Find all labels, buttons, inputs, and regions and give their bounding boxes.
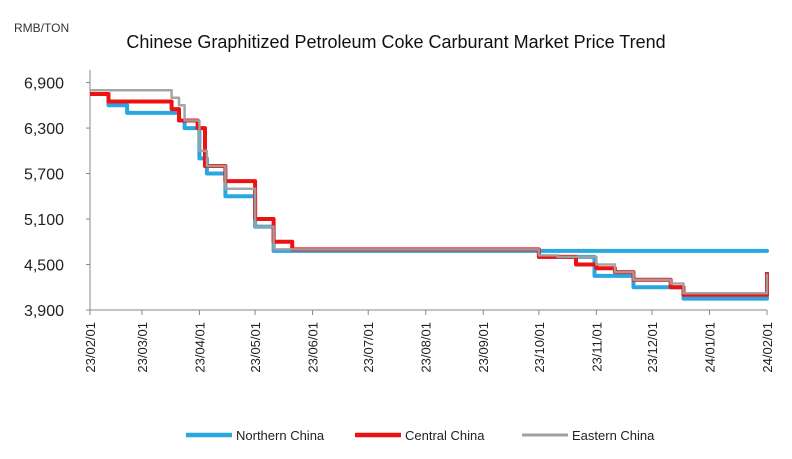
y-axis-unit-label: RMB/TON bbox=[14, 21, 70, 35]
x-tick-label: 23/12/01 bbox=[645, 322, 660, 373]
legend-label-eastern-china: Eastern China bbox=[572, 428, 655, 443]
series-line-central-china bbox=[90, 92, 769, 297]
y-tick-label: 6,900 bbox=[24, 76, 64, 93]
axes: 6,900 6,300 5,700 5,100 4,500 3,900 23/02/01 23… bbox=[24, 70, 775, 373]
y-tick-label: 4,500 bbox=[24, 258, 64, 275]
x-tick-label: 23/11/01 bbox=[589, 322, 604, 372]
x-tick-label: 23/02/01 bbox=[83, 322, 98, 373]
y-tick-label: 6,300 bbox=[24, 121, 64, 138]
series-line-northern-china bbox=[90, 92, 769, 301]
x-tick-label: 23/03/01 bbox=[135, 322, 150, 373]
x-tick-label: 23/07/01 bbox=[361, 322, 376, 373]
y-tick-label: 5,700 bbox=[24, 167, 64, 184]
x-tick-label: 24/01/01 bbox=[703, 322, 718, 373]
x-tick-label: 24/02/01 bbox=[760, 322, 775, 373]
series-line-eastern-china bbox=[90, 88, 769, 295]
x-tick-label: 23/05/01 bbox=[248, 322, 263, 373]
legend-label-central-china: Central China bbox=[405, 428, 485, 443]
y-tick-label: 5,100 bbox=[24, 212, 64, 229]
x-tick-label: 23/09/01 bbox=[476, 322, 491, 373]
y-tick-label: 3,900 bbox=[24, 303, 64, 320]
chart-title: Chinese Graphitized Petroleum Coke Carbu… bbox=[126, 32, 666, 52]
legend: Northern China Central China Eastern China bbox=[186, 428, 655, 443]
x-tick-label: 23/06/01 bbox=[306, 322, 321, 373]
x-tick-label: 23/10/01 bbox=[532, 322, 547, 373]
legend-label-northern-china: Northern China bbox=[236, 428, 325, 443]
x-tick-label: 23/08/01 bbox=[419, 322, 434, 373]
x-tick-label: 23/04/01 bbox=[192, 322, 207, 373]
series-layer bbox=[90, 88, 769, 301]
